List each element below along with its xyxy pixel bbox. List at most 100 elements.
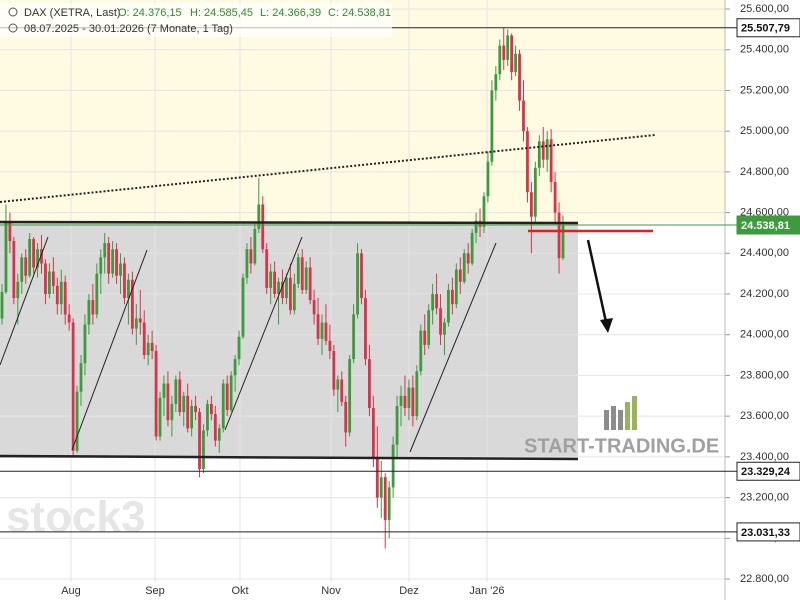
x-tick-label: Okt <box>231 585 248 597</box>
candle-body <box>213 414 217 441</box>
level-box <box>736 18 800 38</box>
candle-body <box>162 383 166 398</box>
y-tick-label: 24.600,00 <box>740 206 789 218</box>
candle-body <box>427 310 431 345</box>
candle-body <box>225 383 229 411</box>
candle-body <box>134 318 138 329</box>
support-line <box>0 454 579 461</box>
y-tick-label: 23.200,00 <box>740 491 789 503</box>
candle-body <box>526 131 529 193</box>
candle-body <box>450 289 454 305</box>
candle-body <box>233 359 237 376</box>
candle-body <box>304 267 308 290</box>
close: C: 24.538,81 <box>328 7 391 19</box>
y-tick-label: 24.000,00 <box>740 329 789 341</box>
candle-body <box>221 383 225 429</box>
candle-body <box>482 196 486 227</box>
candle-body <box>91 300 95 315</box>
low: L: 24.366,39 <box>260 7 321 19</box>
candle-body <box>458 269 462 282</box>
x-tick-label: Dez <box>399 585 419 597</box>
candle-body <box>454 269 458 305</box>
candle-body <box>170 403 174 421</box>
candle-body <box>431 294 435 311</box>
candle-body <box>36 249 39 268</box>
candle-body <box>364 298 367 360</box>
candle-body <box>474 220 478 233</box>
candle-body <box>245 249 249 278</box>
candle-body <box>296 257 300 284</box>
y-tick-label: 25.600,00 <box>740 3 789 15</box>
y-tick-label: 24.800,00 <box>740 166 789 178</box>
candle-body <box>63 281 67 315</box>
candle-body <box>387 487 391 520</box>
candle-body <box>4 222 8 292</box>
candle-body <box>59 281 63 305</box>
candle-body <box>178 379 182 413</box>
candle-body <box>466 253 470 264</box>
candle-body <box>352 314 356 360</box>
candle-body <box>237 336 241 360</box>
candle-body <box>541 141 545 160</box>
candle-body <box>336 379 340 390</box>
arrow <box>586 239 608 323</box>
candle-body <box>123 263 126 299</box>
axis-area <box>725 0 800 600</box>
y-tick-label: 23.600,00 <box>740 410 789 422</box>
candle-body <box>281 281 284 299</box>
candle-body <box>510 35 514 73</box>
candle-body <box>462 253 466 282</box>
candle-body <box>253 228 257 264</box>
candle-body <box>261 204 265 250</box>
candle-body <box>99 257 103 274</box>
candle-body <box>16 281 20 299</box>
candle-body <box>545 139 549 160</box>
candle-body <box>194 405 197 413</box>
icon <box>8 23 18 33</box>
candle-body <box>391 444 395 488</box>
candle-body <box>415 371 419 417</box>
instrument: DAX (XETRA, Last) <box>24 7 121 19</box>
candle-body <box>340 379 344 402</box>
date-range: 08.07.2025 - 30.01.2026 (7 Monate, 1 Tag… <box>24 23 233 35</box>
candle-body <box>217 428 221 441</box>
candle-body <box>206 403 209 431</box>
candle-body <box>395 405 399 445</box>
candle-body <box>371 408 375 457</box>
y-tick-label: 23.400,00 <box>740 451 789 463</box>
level-label: 23.031,33 <box>741 527 790 539</box>
candle-body <box>320 322 324 339</box>
open: O: 24.376,15 <box>118 7 182 19</box>
candle-body <box>174 379 178 404</box>
y-tick-label: 25.000,00 <box>740 125 789 137</box>
channel-lines <box>0 236 497 453</box>
level-label: 24.538,81 <box>741 220 790 232</box>
candle-body <box>20 257 24 282</box>
candle-body <box>138 318 142 323</box>
candle-body <box>198 412 201 470</box>
candle-body <box>375 456 379 498</box>
candle-body <box>498 45 502 75</box>
y-tick-label: 24.200,00 <box>740 288 789 300</box>
candle-body <box>348 359 352 433</box>
candle-body <box>241 277 245 337</box>
candle-body <box>107 243 111 274</box>
y-tick-label: 24.400,00 <box>740 247 789 259</box>
candle-body <box>316 314 320 339</box>
candle-body <box>360 253 363 299</box>
candle-body <box>300 257 304 290</box>
y-tick-label: 23.800,00 <box>740 369 789 381</box>
candle-body <box>533 167 537 217</box>
candle-body <box>202 430 205 470</box>
candle-body <box>332 351 336 390</box>
candle-body <box>142 322 146 356</box>
candle-body <box>51 271 55 286</box>
candle-body <box>28 239 32 276</box>
icon <box>8 7 18 17</box>
candle-body <box>486 161 490 197</box>
brand: START-TRADING.DE <box>524 435 719 457</box>
level-box <box>736 215 800 235</box>
candle-body <box>494 74 498 91</box>
